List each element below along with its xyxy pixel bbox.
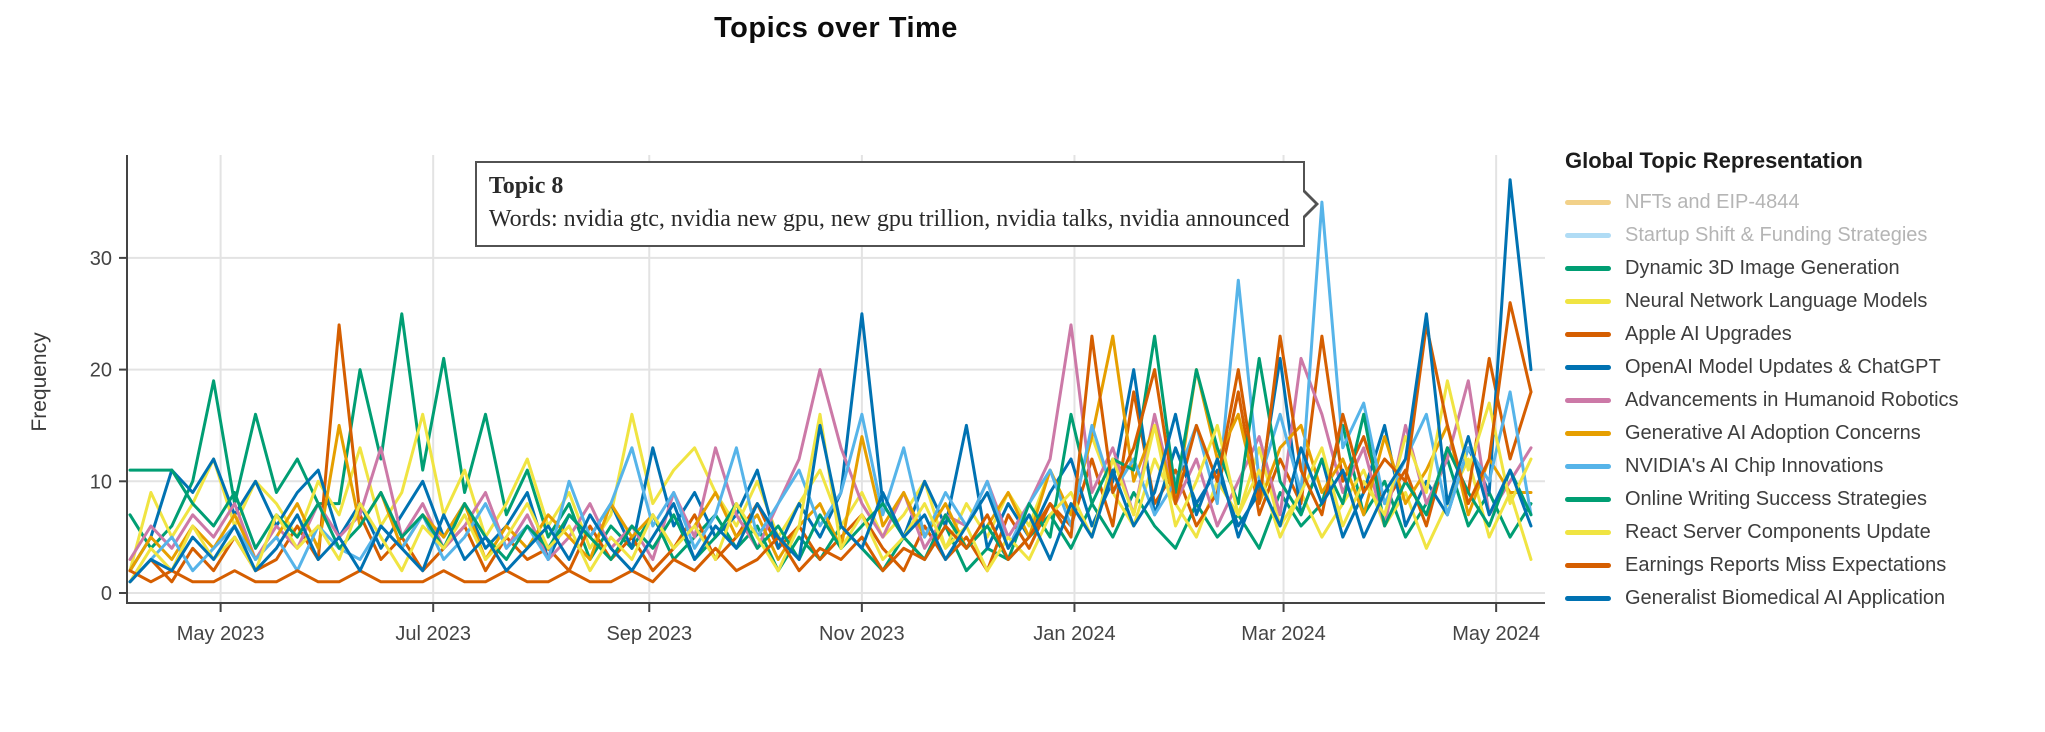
chart-title: Topics over Time <box>714 12 958 44</box>
legend-item-label: Apple AI Upgrades <box>1625 323 1792 345</box>
legend-item-label: Generalist Biomedical AI Application <box>1625 587 1946 609</box>
legend-swatch <box>1565 464 1611 469</box>
legend-swatch <box>1565 233 1611 238</box>
tooltip-topic-title: Topic 8 <box>488 173 564 200</box>
series-line-topic-6[interactable] <box>128 323 1533 561</box>
series-line-topic-12[interactable] <box>128 312 1533 584</box>
y-tick-label: 0 <box>101 583 112 605</box>
legend-item-label: OpenAI Model Updates & ChatGPT <box>1625 356 1941 378</box>
series-line-topic-2[interactable] <box>128 312 1533 573</box>
y-tick-label: 20 <box>90 360 112 382</box>
legend-item-topic-9[interactable]: Online Writing Success Strategies <box>1565 483 2035 516</box>
tooltip-arrow-fill <box>1303 192 1316 217</box>
x-tick-label: Jul 2023 <box>395 623 471 645</box>
legend-swatch <box>1565 266 1611 271</box>
legend-item-label: Dynamic 3D Image Generation <box>1625 257 1900 279</box>
x-tick-label: May 2024 <box>1452 623 1540 645</box>
series-line-topic-11[interactable] <box>128 301 1533 584</box>
legend-item-label: Online Writing Success Strategies <box>1625 488 1927 510</box>
legend-swatch <box>1565 200 1611 205</box>
tooltip-topic-words: Words: nvidia gtc, nvidia new gpu, new g… <box>488 206 1290 233</box>
legend-swatch <box>1565 299 1611 304</box>
legend-swatch <box>1565 398 1611 403</box>
series-line-topic-9[interactable] <box>128 334 1533 561</box>
legend-item-label: React Server Components Update <box>1625 521 1931 543</box>
legend-item-topic-0[interactable]: NFTs and EIP-4844 <box>1565 186 2035 219</box>
legend-item-topic-3[interactable]: Neural Network Language Models <box>1565 285 2035 318</box>
x-tick-label: Sep 2023 <box>606 623 692 645</box>
legend-swatch <box>1565 530 1611 535</box>
legend-item-topic-1[interactable]: Startup Shift & Funding Strategies <box>1565 219 2035 252</box>
legend-item-label: Generative AI Adoption Concerns <box>1625 422 1921 444</box>
legend-item-topic-6[interactable]: Advancements in Humanoid Robotics <box>1565 384 2035 417</box>
x-tick-label: May 2023 <box>177 623 265 645</box>
legend-items: NFTs and EIP-4844 Startup Shift & Funding… <box>1565 186 2035 615</box>
legend-swatch <box>1565 365 1611 370</box>
axis-lines <box>126 155 1545 604</box>
legend-item-topic-8[interactable]: NVIDIA's AI Chip Innovations <box>1565 450 2035 483</box>
x-tick-label: Mar 2024 <box>1241 623 1326 645</box>
legend-item-topic-7[interactable]: Generative AI Adoption Concerns <box>1565 417 2035 450</box>
legend-swatch <box>1565 431 1611 436</box>
legend-item-topic-10[interactable]: React Server Components Update <box>1565 516 2035 549</box>
legend-item-label: Advancements in Humanoid Robotics <box>1625 389 1959 411</box>
legend-item-label: NFTs and EIP-4844 <box>1625 191 1800 213</box>
y-tick-label: 10 <box>90 471 112 493</box>
legend-item-topic-5[interactable]: OpenAI Model Updates & ChatGPT <box>1565 351 2035 384</box>
y-tick-label: 30 <box>90 248 112 270</box>
legend-title: Global Topic Representation <box>1565 148 1863 173</box>
legend-swatch <box>1565 332 1611 337</box>
legend-swatch <box>1565 497 1611 502</box>
legend-item-label: Earnings Reports Miss Expectations <box>1625 554 1947 576</box>
legend-swatch <box>1565 596 1611 601</box>
hover-tooltip: Topic 8 Words: nvidia gtc, nvidia new gp… <box>474 161 1320 248</box>
legend: Global Topic Representation NFTs and EIP… <box>1565 148 2035 615</box>
legend-item-label: Startup Shift & Funding Strategies <box>1625 224 1928 246</box>
legend-item-topic-4[interactable]: Apple AI Upgrades <box>1565 318 2035 351</box>
series-line-topic-8[interactable] <box>128 200 1533 584</box>
x-tick-label: Nov 2023 <box>819 623 905 645</box>
legend-item-topic-12[interactable]: Generalist Biomedical AI Application <box>1565 582 2035 615</box>
legend-item-topic-2[interactable]: Dynamic 3D Image Generation <box>1565 252 2035 285</box>
legend-item-label: Neural Network Language Models <box>1625 290 1928 312</box>
legend-item-topic-11[interactable]: Earnings Reports Miss Expectations <box>1565 549 2035 582</box>
legend-swatch <box>1565 563 1611 568</box>
x-tick-label: Jan 2024 <box>1033 623 1115 645</box>
legend-item-label: NVIDIA's AI Chip Innovations <box>1625 455 1884 477</box>
